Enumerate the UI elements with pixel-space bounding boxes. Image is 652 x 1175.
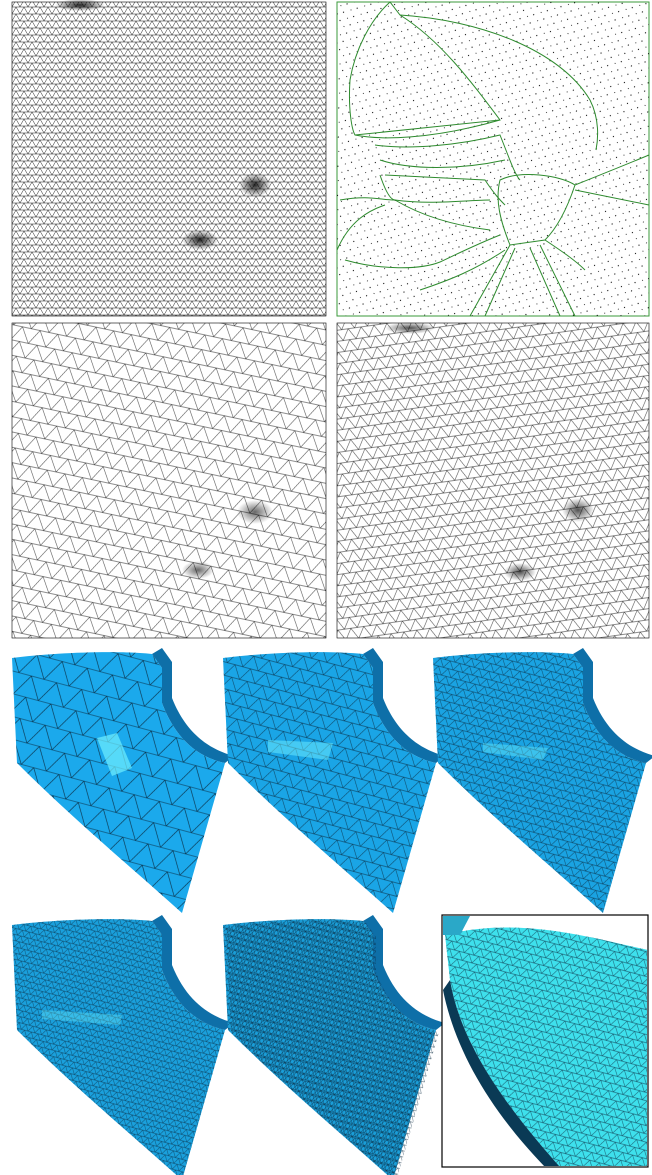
mesh-panel	[11, 0, 327, 317]
volume-mesh	[12, 648, 234, 913]
mesh-panel	[11, 322, 327, 639]
volume-mesh	[12, 915, 234, 1175]
volume-mesh	[223, 648, 445, 913]
volume-mesh	[433, 648, 652, 913]
mesh-panel	[336, 322, 650, 639]
boundary-panel	[336, 1, 650, 317]
volume-mesh	[223, 915, 445, 1175]
zoom-panel	[441, 914, 649, 1168]
